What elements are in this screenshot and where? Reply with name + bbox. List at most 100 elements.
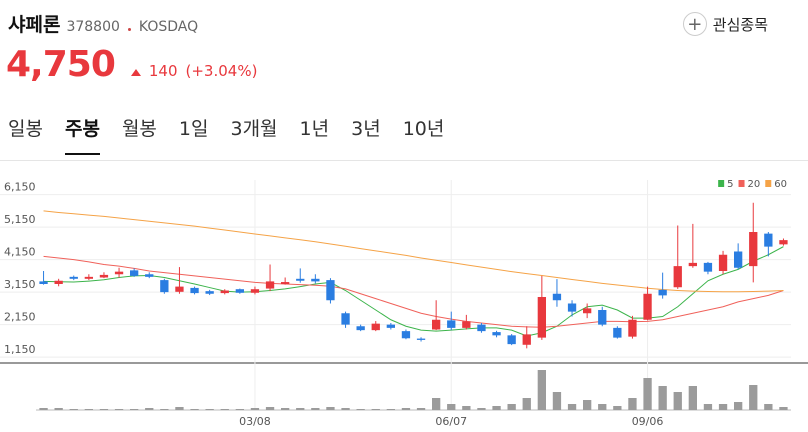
candle-body	[145, 274, 154, 277]
stock-name: 샤페론	[8, 14, 61, 36]
volume-bar	[386, 409, 396, 410]
volume-bar	[628, 398, 637, 410]
candle-body	[492, 332, 501, 336]
candle-body	[371, 323, 380, 331]
tab[interactable]: 일봉	[8, 118, 43, 140]
candle-body	[280, 282, 290, 284]
volume-bar	[779, 407, 788, 410]
candle-body	[431, 319, 441, 330]
x-tick-label: 06/07	[435, 415, 467, 428]
volume-bar	[280, 408, 290, 410]
candle-body	[265, 281, 275, 289]
volume-bar	[598, 404, 607, 410]
change-percent: (+3.04%)	[185, 62, 258, 80]
candle-body	[416, 338, 426, 340]
tab[interactable]: 10년	[402, 118, 445, 140]
legend-swatch	[738, 180, 745, 187]
change: 140	[148, 62, 178, 80]
volume-bar	[537, 370, 547, 410]
volume-bar	[145, 408, 154, 410]
tab[interactable]: 월봉	[121, 118, 157, 140]
volume-bar	[39, 408, 48, 410]
price-row: 4,750 140 (+3.04%)	[6, 44, 257, 85]
volume-bar	[326, 407, 335, 410]
volume-bar	[99, 409, 109, 410]
volume-bar	[462, 406, 471, 410]
candle-body	[84, 276, 94, 279]
volume-bar	[416, 408, 426, 410]
candle-body	[69, 276, 78, 279]
separator-dot	[127, 28, 131, 31]
volume-bar	[718, 404, 728, 410]
candle-body	[296, 278, 305, 281]
market: KOSDAQ	[138, 19, 199, 35]
volume-bar	[296, 408, 305, 410]
candle-body	[235, 289, 245, 293]
divider	[0, 160, 808, 161]
volume-bar	[220, 409, 229, 410]
volume-bar	[311, 408, 320, 410]
y-tick-label: 2,150	[4, 311, 36, 324]
tab[interactable]: 1년	[299, 118, 330, 140]
volume-bar	[658, 386, 667, 410]
x-tick-label: 09/06	[632, 415, 664, 428]
candle-body	[764, 233, 773, 247]
stock-header: 샤페론 378800 KOSDAQ	[8, 10, 198, 37]
candle-body	[175, 286, 184, 292]
candle-body	[749, 232, 758, 267]
y-tick-label: 5,150	[4, 213, 36, 226]
volume-bar	[265, 407, 275, 410]
y-tick-label: 4,150	[4, 246, 36, 259]
moving-average-line	[43, 210, 784, 293]
volume-bar	[341, 408, 350, 410]
candle-body	[598, 310, 607, 325]
volume-bar	[114, 409, 124, 410]
volume-bar	[688, 386, 698, 410]
price: 4,750	[6, 44, 116, 85]
volume-bar	[160, 409, 169, 410]
candle-body	[341, 313, 350, 325]
candle-body	[220, 290, 229, 294]
tab[interactable]: 1일	[178, 118, 209, 140]
candle-body	[613, 327, 622, 338]
candle-body	[356, 326, 365, 331]
tab[interactable]: 3년	[351, 118, 381, 140]
y-tick-label: 1,150	[4, 343, 36, 356]
candle-body	[386, 324, 396, 328]
volume-bar	[733, 402, 743, 410]
moving-average-line	[43, 246, 784, 337]
candle-body	[703, 262, 713, 272]
volume-bar	[84, 409, 94, 410]
candle-body	[522, 334, 531, 345]
up-arrow	[130, 69, 141, 76]
volume-bar	[401, 408, 411, 410]
volume-bar	[175, 407, 184, 410]
legend-swatch	[718, 180, 725, 187]
volume-bar	[477, 408, 486, 410]
tab[interactable]: 3개월	[230, 118, 278, 140]
volume-bar	[507, 404, 516, 410]
candle-body	[99, 274, 109, 278]
candle-body	[326, 280, 335, 301]
watch-button[interactable]: + 관심종목	[682, 12, 768, 36]
volume-bar	[492, 406, 501, 410]
candle-body	[160, 280, 169, 293]
candle-body	[733, 251, 743, 268]
volume-bar	[250, 408, 260, 410]
volume-bar	[431, 398, 441, 410]
candle-body	[311, 278, 320, 282]
stock-code: 378800	[66, 19, 120, 35]
tab[interactable]: 주봉	[64, 114, 100, 155]
volume-bar	[371, 409, 380, 410]
legend-swatch	[765, 180, 772, 187]
volume-bar	[703, 404, 713, 410]
candle-body	[628, 319, 637, 337]
volume-bar	[190, 409, 199, 410]
y-tick-label: 3,150	[4, 278, 36, 291]
legend-label: 20	[748, 179, 761, 190]
volume-bar	[235, 409, 245, 410]
candle-body	[54, 280, 63, 284]
candle-body	[39, 281, 48, 284]
